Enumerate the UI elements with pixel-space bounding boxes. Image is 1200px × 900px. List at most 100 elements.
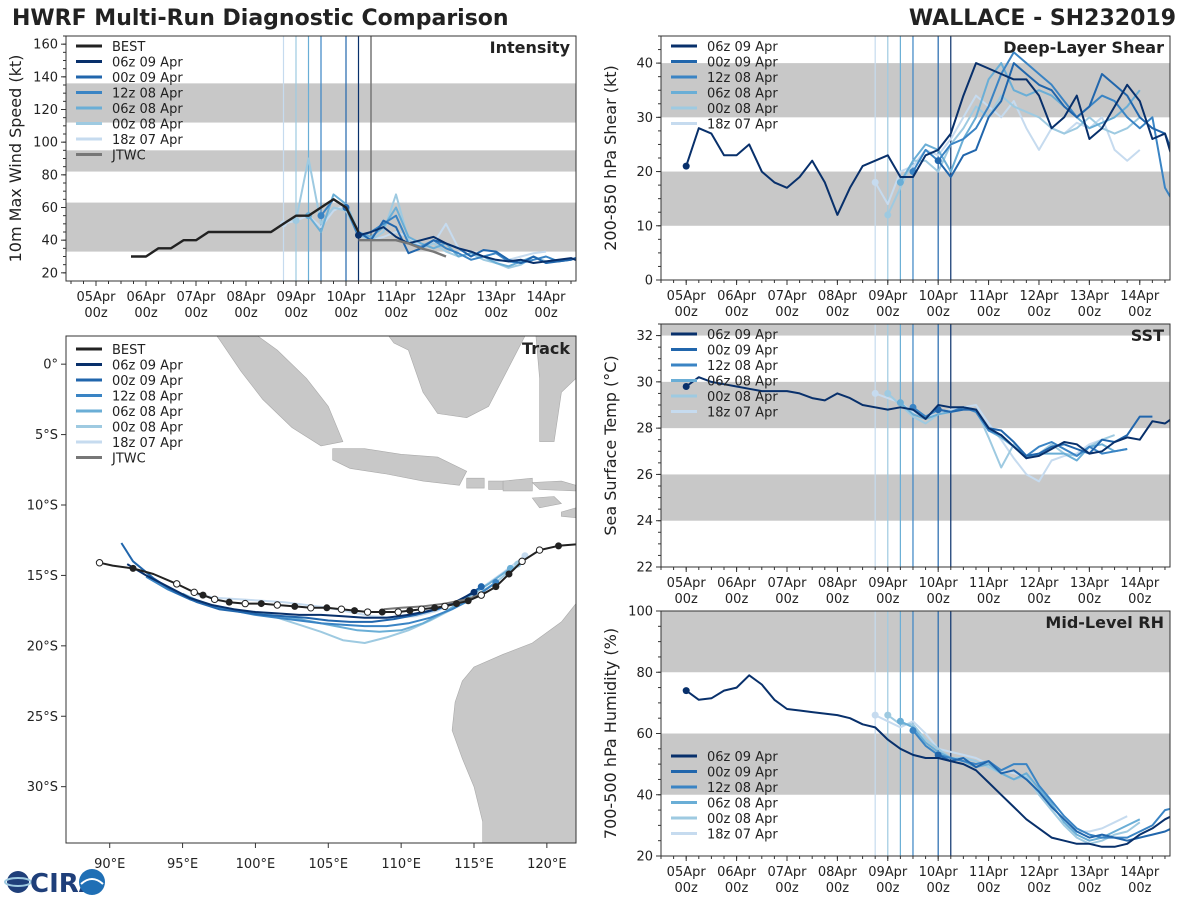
intensity-xtick-label: 10Apr	[326, 290, 366, 305]
track-ytick-label: 30°S	[27, 780, 58, 795]
rh-xtick-label: 14Apr	[1120, 865, 1160, 880]
track-legend-label-best: BEST	[112, 343, 145, 358]
rh-band	[661, 733, 1170, 795]
shear-xtick-label-hour: 00z	[725, 305, 749, 320]
intensity-ytick-label: 60	[41, 201, 58, 216]
intensity-ytick-label: 80	[41, 168, 58, 183]
best-track-point-closed	[378, 608, 386, 616]
sst-init-point-00z-08-apr	[884, 389, 892, 397]
figure-title: HWRF Multi-Run Diagnostic Comparison	[12, 6, 509, 31]
rh-plot-area	[661, 611, 1170, 856]
rh-legend-label-00z-09-apr: 00z 09 Apr	[707, 766, 778, 781]
sst-ytick-label: 22	[636, 561, 653, 576]
intensity-xtick-label-hour: 00z	[84, 306, 108, 321]
sst-init-point-18z-07-apr	[871, 389, 879, 397]
land-polygon	[531, 496, 563, 509]
land-polygon	[531, 480, 576, 492]
rh-ytick-label: 100	[628, 605, 653, 620]
shear-series-06z-09-apr	[685, 62, 1170, 216]
track-xtick-label: 120°E	[527, 857, 567, 872]
best-track-point-open	[535, 546, 544, 554]
rh-xtick-label: 08Apr	[818, 865, 858, 880]
track-xtick-label: 95°E	[167, 857, 198, 872]
track-legend-label-06z-09-apr: 06z 09 Apr	[112, 359, 183, 374]
land-polygon	[451, 603, 576, 843]
shear-legend-label-18z-07-apr: 18z 07 Apr	[707, 118, 778, 133]
sst-xtick-label: 10Apr	[919, 576, 959, 591]
shear-xtick-label-hour: 00z	[977, 305, 1001, 320]
intensity-xtick-label: 11Apr	[376, 290, 416, 305]
intensity-title: Intensity	[490, 38, 571, 57]
storm-id: WALLACE - SH232019	[909, 6, 1176, 31]
best-track-point-closed	[257, 600, 265, 608]
intensity-xtick-label-hour: 00z	[234, 306, 258, 321]
shear-panel: 01020304005Apr00z06Apr00z07Apr00z08Apr00…	[601, 35, 1171, 320]
rh-xtick-label-hour: 00z	[1078, 881, 1102, 896]
best-track-point-closed	[406, 607, 414, 615]
sst-xtick-label: 11Apr	[969, 576, 1009, 591]
rh-xtick-label-hour: 00z	[1128, 881, 1152, 896]
best-track-point-closed	[555, 542, 563, 550]
sst-frame	[660, 323, 1171, 568]
best-track-point-open	[307, 604, 315, 612]
track-ytick-label: 20°S	[27, 639, 58, 654]
shear-xtick-label: 07Apr	[767, 289, 807, 304]
best-track-point-open	[441, 602, 449, 611]
land-polygon	[488, 480, 504, 490]
shear-legend-label-12z-08-apr: 12z 08 Apr	[707, 71, 778, 86]
sst-legend-label-00z-09-apr: 00z 09 Apr	[707, 344, 778, 359]
shear-legend-label-06z-08-apr: 06z 08 Apr	[707, 87, 778, 102]
track-legend-label-jtwc: JTWC	[111, 452, 146, 467]
intensity-plot-area	[66, 36, 576, 281]
rh-xtick-label-hour: 00z	[1027, 881, 1051, 896]
rh-xtick-label-hour: 00z	[775, 881, 799, 896]
intensity-xtick-label-hour: 00z	[334, 306, 358, 321]
shear-xtick-label-hour: 00z	[675, 305, 699, 320]
rh-ytick-label: 60	[636, 727, 653, 742]
best-track-point-open	[273, 601, 281, 609]
intensity-panel: 2040608010012014016005Apr00z06Apr00z07Ap…	[6, 35, 577, 321]
sst-title: SST	[1131, 326, 1164, 345]
shear-ytick-label: 40	[636, 57, 653, 72]
best-track-point-closed	[505, 570, 513, 578]
sst-panel: 22242628303205Apr00z06Apr00z07Apr00z08Ap…	[601, 323, 1171, 607]
track-xtick-label: 115°E	[454, 857, 494, 872]
sst-xtick-label: 05Apr	[667, 576, 707, 591]
rh-ytick-label: 80	[636, 666, 653, 681]
sst-legend-label-06z-09-apr: 06z 09 Apr	[707, 328, 778, 343]
rh-legend-label-06z-08-apr: 06z 08 Apr	[707, 797, 778, 812]
sst-series-18z-07-apr	[874, 392, 1103, 483]
rh-init-point-06z-08-apr	[896, 717, 904, 725]
rh-xtick-label: 12Apr	[1019, 865, 1059, 880]
sst-legend-label-00z-08-apr: 00z 08 Apr	[707, 390, 778, 405]
rh-series-12z-08-apr	[912, 729, 1170, 839]
sst-xtick-label: 07Apr	[767, 576, 807, 591]
shear-legend-label-00z-08-apr: 00z 08 Apr	[707, 102, 778, 117]
intensity-ytick-label: 40	[41, 234, 58, 249]
rh-init-point-12z-08-apr	[909, 726, 917, 734]
shear-xtick-label-hour: 00z	[876, 305, 900, 320]
shear-init-point-00z-09-apr	[934, 157, 942, 165]
intensity-ytick-label: 100	[33, 136, 58, 151]
shear-xtick-label: 05Apr	[667, 289, 707, 304]
sst-ytick-label: 32	[636, 329, 653, 344]
rh-ylabel: 700-500 hPa Humidity (%)	[601, 628, 620, 839]
best-track-point-open	[394, 608, 402, 616]
land-polygon	[332, 448, 468, 486]
sst-xtick-label: 08Apr	[818, 576, 858, 591]
best-track-point-closed	[323, 604, 331, 612]
shear-init-point-18z-07-apr	[871, 178, 879, 186]
intensity-legend-label-06z-09-apr: 06z 09 Apr	[112, 56, 183, 71]
intensity-ytick-label: 20	[41, 266, 58, 281]
best-track-point-closed	[129, 564, 137, 572]
intensity-legend-label-12z-08-apr: 12z 08 Apr	[112, 87, 183, 102]
sst-plot-area	[661, 324, 1170, 567]
rh-band	[661, 611, 1170, 673]
best-track-point-open	[173, 580, 181, 588]
shear-plot-area	[661, 36, 1170, 280]
sst-xtick-label-hour: 00z	[725, 592, 749, 607]
shear-init-point-00z-08-apr	[884, 211, 892, 219]
rh-ytick-label: 40	[636, 788, 653, 803]
best-track-point-open	[190, 588, 198, 597]
rh-panel: 2040608010005Apr00z06Apr00z07Apr00z08Apr…	[601, 605, 1171, 896]
